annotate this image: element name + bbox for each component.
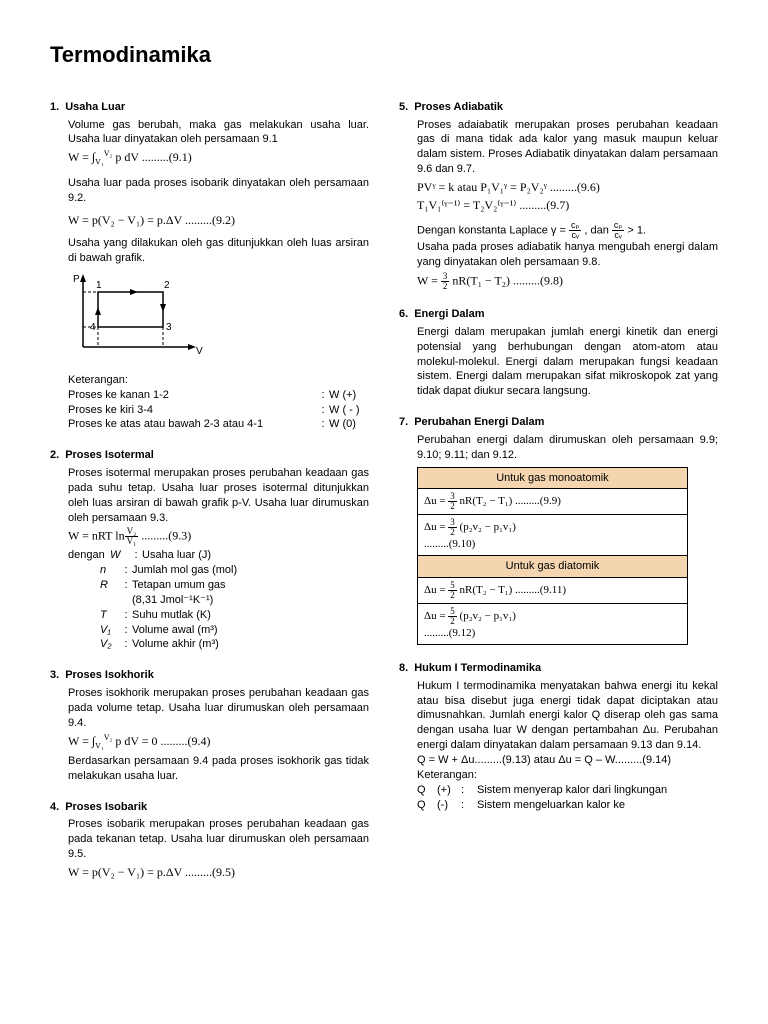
right-column: 5. Proses Adiabatik Proses adaiabatik mer… bbox=[399, 100, 718, 896]
section-3: 3. Proses Isokhorik Proses isokhorik meru… bbox=[50, 668, 369, 783]
equation: T₁V₁⁽ᵞ⁻¹⁾ = T₂V₂⁽ᵞ⁻¹⁾ .........(9.7) bbox=[417, 197, 718, 213]
section-6: 6. Energi Dalam Energi dalam merupakan ju… bbox=[399, 307, 718, 399]
pv-diagram: P V 1 2 3 4 bbox=[68, 272, 208, 362]
svg-text:P: P bbox=[73, 274, 80, 285]
para: Proses isobarik merupakan proses perubah… bbox=[68, 817, 369, 862]
var-row: W:Usaha luar (J) bbox=[110, 548, 369, 563]
equation: PVᵞ = k atau P₁V₁ᵞ = P₂V₂ᵞ .........(9.6… bbox=[417, 179, 718, 195]
table-cell: Δu = 52 nR(T₂ − T₁) .........(9.11) bbox=[418, 578, 688, 604]
equation: W = p(V₂ − V₁) = p.ΔV .........(9.5) bbox=[68, 864, 369, 880]
sec-title: Proses Adiabatik bbox=[414, 100, 503, 115]
sec-title: Proses Isotermal bbox=[65, 448, 154, 463]
section-4: 4. Proses Isobarik Proses isobarik merupa… bbox=[50, 800, 369, 881]
sec-title: Perubahan Energi Dalam bbox=[414, 415, 544, 430]
para: Proses isokhorik merupakan proses peruba… bbox=[68, 686, 369, 731]
sec-num: 3. bbox=[50, 668, 59, 683]
keterangan-label: Keterangan: bbox=[417, 768, 718, 783]
section-8: 8. Hukum I Termodinamika Hukum I termodin… bbox=[399, 661, 718, 812]
para: Dengan konstanta Laplace γ = cₚcᵥ , dan … bbox=[417, 221, 718, 240]
para: Proses isotermal merupakan proses peruba… bbox=[68, 466, 369, 525]
table-cell: Δu = 32 nR(T₂ − T₁) .........(9.9) bbox=[418, 489, 688, 515]
section-1: 1. Usaha Luar Volume gas berubah, maka ga… bbox=[50, 100, 369, 433]
equation: W = ∫V₁V₂ p dV = 0 .........(9.4) bbox=[68, 733, 369, 752]
energy-table: Untuk gas monoatomik Δu = 32 nR(T₂ − T₁)… bbox=[417, 467, 688, 645]
equation: Q = W + Δu.........(9.13) atau Δu = Q – … bbox=[417, 753, 718, 768]
para: Berdasarkan persamaan 9.4 pada proses is… bbox=[68, 754, 369, 784]
keterangan-label: Keterangan: bbox=[68, 373, 369, 388]
table-header: Untuk gas monoatomik bbox=[418, 467, 688, 489]
equation: W = p(V₂ − V₁) = p.ΔV .........(9.2) bbox=[68, 212, 369, 228]
q-row: Q(+):Sistem menyerap kalor dari lingkung… bbox=[417, 783, 718, 798]
ket-row: Proses ke kiri 3-4:W ( - ) bbox=[68, 403, 369, 418]
para: Usaha pada proses adiabatik hanya mengub… bbox=[417, 240, 718, 270]
para: Proses adaiabatik merupakan proses perub… bbox=[417, 118, 718, 177]
svg-text:V: V bbox=[196, 346, 203, 357]
sec-title: Usaha Luar bbox=[65, 100, 125, 115]
equation: W = 32 nR(T₁ − T₂) .........(9.8) bbox=[417, 272, 718, 291]
svg-text:4: 4 bbox=[90, 322, 96, 333]
sec-num: 4. bbox=[50, 800, 59, 815]
var-row: R:Tetapan umum gas bbox=[68, 578, 369, 593]
sec-title: Proses Isokhorik bbox=[65, 668, 154, 683]
sec-num: 6. bbox=[399, 307, 408, 322]
para: Energi dalam merupakan jumlah energi kin… bbox=[417, 325, 718, 399]
sec-num: 7. bbox=[399, 415, 408, 430]
left-column: 1. Usaha Luar Volume gas berubah, maka ga… bbox=[50, 100, 369, 896]
para: Hukum I termodinamika menyatakan bahwa e… bbox=[417, 679, 718, 753]
dengan-label: dengan bbox=[68, 548, 110, 563]
two-column-layout: 1. Usaha Luar Volume gas berubah, maka ga… bbox=[50, 100, 718, 896]
sec-title: Hukum I Termodinamika bbox=[414, 661, 541, 676]
svg-text:2: 2 bbox=[164, 280, 170, 291]
para: Perubahan energi dalam dirumuskan oleh p… bbox=[417, 433, 718, 463]
var-row: n:Jumlah mol gas (mol) bbox=[68, 563, 369, 578]
page-title: Termodinamika bbox=[50, 40, 718, 70]
section-5: 5. Proses Adiabatik Proses adaiabatik mer… bbox=[399, 100, 718, 291]
equation: W = nRT lnV₂V₁ .........(9.3) bbox=[68, 527, 369, 546]
var-row: T:Suhu mutlak (K) bbox=[68, 608, 369, 623]
para: Usaha luar pada proses isobarik dinyatak… bbox=[68, 176, 369, 206]
equation: W = ∫V₁V₂ p dV .........(9.1) bbox=[68, 149, 369, 168]
var-row: (8,31 Jmol⁻¹K⁻¹) bbox=[68, 593, 369, 608]
sec-title: Energi Dalam bbox=[414, 307, 484, 322]
svg-text:3: 3 bbox=[166, 322, 172, 333]
svg-text:1: 1 bbox=[96, 280, 102, 291]
table-cell: Δu = 32 (p₂v₂ − p₁v₁).........(9.10) bbox=[418, 515, 688, 556]
q-row: Q(-):Sistem mengeluarkan kalor ke bbox=[417, 798, 718, 813]
section-7: 7. Perubahan Energi Dalam Perubahan energ… bbox=[399, 415, 718, 645]
sec-num: 5. bbox=[399, 100, 408, 115]
sec-num: 2. bbox=[50, 448, 59, 463]
sec-num: 8. bbox=[399, 661, 408, 676]
section-2: 2. Proses Isotermal Proses isotermal meru… bbox=[50, 448, 369, 652]
para: Usaha yang dilakukan oleh gas ditunjukka… bbox=[68, 236, 369, 266]
ket-row: Proses ke kanan 1-2:W (+) bbox=[68, 388, 369, 403]
ket-row: Proses ke atas atau bawah 2-3 atau 4-1:W… bbox=[68, 417, 369, 432]
para: Volume gas berubah, maka gas melakukan u… bbox=[68, 118, 369, 148]
table-cell: Δu = 52 (p₂v₂ − p₁v₁).........(9.12) bbox=[418, 604, 688, 645]
sec-num: 1. bbox=[50, 100, 59, 115]
var-row: V₁:Volume awal (m³) bbox=[68, 623, 369, 638]
sec-title: Proses Isobarik bbox=[65, 800, 147, 815]
table-header: Untuk gas diatomik bbox=[418, 556, 688, 578]
var-row: V₂:Volume akhir (m³) bbox=[68, 637, 369, 652]
